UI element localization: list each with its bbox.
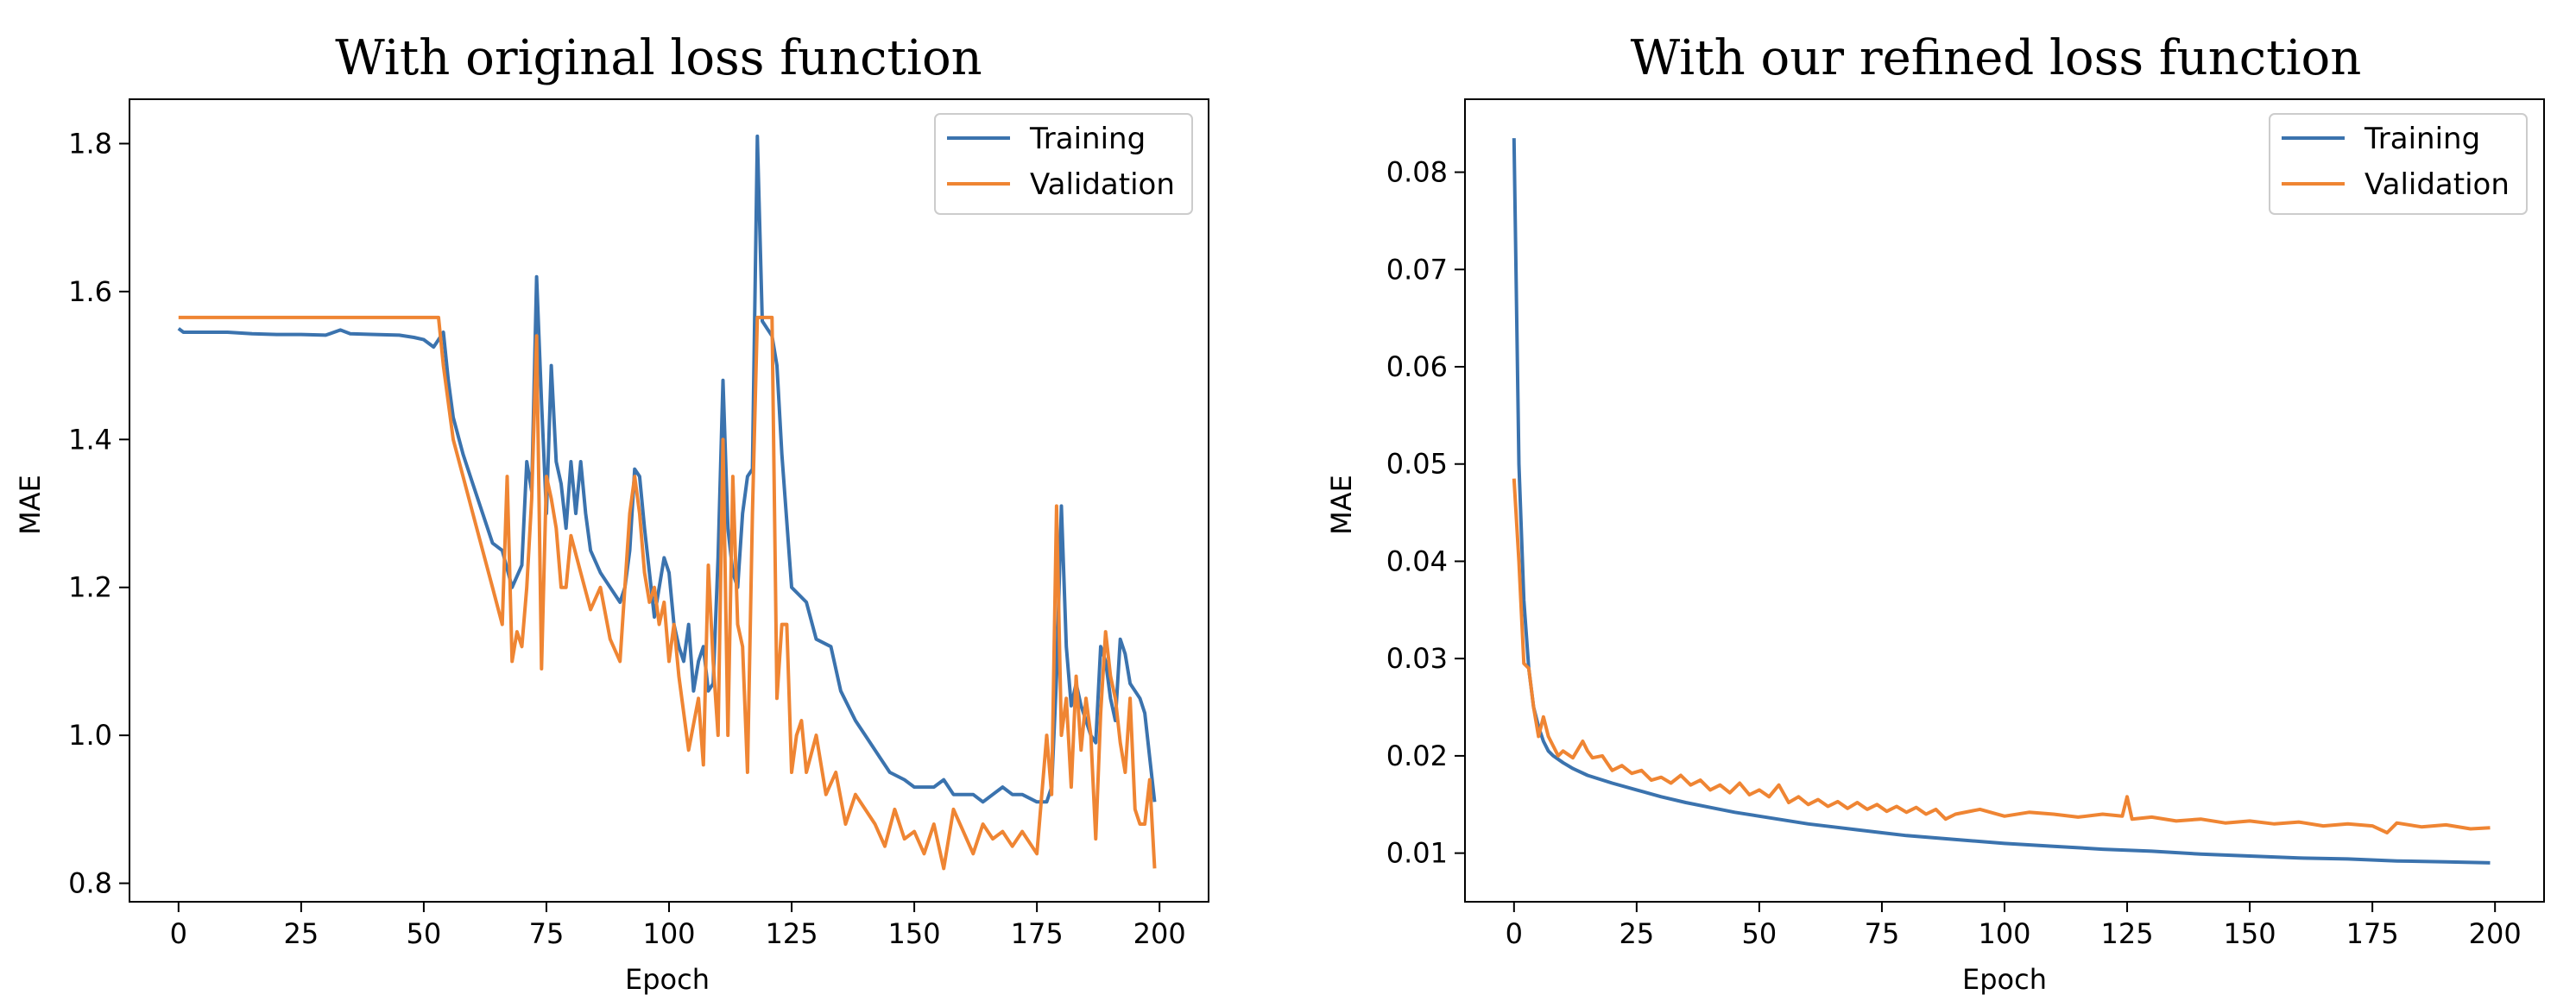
y-tick-label: 1.2 (68, 571, 112, 604)
chart-right-legend: Training Validation (2269, 113, 2528, 215)
chart-left-legend-training-label: Training (1029, 122, 1146, 156)
x-tick-label: 200 (2469, 917, 2522, 950)
y-tick-label: 0.08 (1386, 156, 1448, 189)
x-tick-label: 50 (407, 917, 442, 950)
x-tick-label: 175 (2346, 917, 2399, 950)
y-tick-label: 0.07 (1386, 253, 1448, 286)
chart-left-xlabel: Epoch (625, 963, 710, 996)
y-tick-label: 1.8 (68, 127, 112, 160)
y-tick-label: 1.0 (68, 719, 112, 752)
y-tick-label: 0.04 (1386, 545, 1448, 577)
chart-right-series-training (1512, 138, 2491, 865)
chart-left-legend-validation-label: Validation (1030, 167, 1175, 202)
chart-right-series-validation (1512, 478, 2491, 834)
y-tick-label: 0.05 (1386, 448, 1448, 481)
y-tick-label: 1.6 (68, 275, 112, 308)
x-tick-label: 25 (1619, 917, 1655, 950)
y-tick-label: 0.01 (1386, 837, 1448, 870)
x-tick-label: 75 (1865, 917, 1900, 950)
chart-left-series-validation (178, 315, 1157, 871)
y-tick-label: 0.03 (1386, 642, 1448, 675)
x-tick-label: 25 (284, 917, 319, 950)
chart-left-plot-area (129, 98, 1209, 903)
chart-left-ylabel: MAE (14, 475, 47, 535)
chart-left-title: With original loss function (335, 30, 982, 86)
chart-right-xlabel: Epoch (1962, 963, 2047, 996)
y-tick-label: 0.06 (1386, 350, 1448, 383)
x-tick-label: 125 (766, 917, 818, 950)
x-tick-label: 0 (170, 917, 187, 950)
chart-left-series-training (177, 134, 1157, 804)
chart-left-y-ticks: 0.8 1.0 1.2 1.4 1.6 1.8 (68, 127, 129, 900)
y-tick-label: 0.8 (68, 867, 112, 900)
chart-left-legend: Training Validation (934, 113, 1193, 215)
chart-right-legend-training-label: Training (2364, 122, 2480, 156)
y-tick-label: 0.02 (1386, 740, 1448, 772)
x-tick-label: 200 (1133, 917, 1186, 950)
y-tick-label: 1.4 (68, 423, 112, 456)
chart-right-ylabel: MAE (1325, 475, 1358, 535)
chart-right: With our refined loss function 0.010.020… (1325, 30, 2545, 996)
x-tick-label: 100 (1978, 917, 2030, 950)
chart-right-plot-area (1464, 98, 2545, 903)
x-tick-label: 50 (1742, 917, 1777, 950)
chart-right-title: With our refined loss function (1631, 30, 2362, 86)
x-tick-label: 100 (642, 917, 695, 950)
chart-right-x-ticks: 0 25 50 75 100 125 150 175 200 (1506, 902, 2522, 950)
x-tick-label: 150 (2224, 917, 2276, 950)
x-tick-label: 125 (2101, 917, 2154, 950)
chart-right-y-ticks: 0.01 0.02 0.03 0.04 0.05 0.06 0.07 0.08 (1386, 156, 1465, 870)
x-tick-label: 0 (1506, 917, 1523, 950)
chart-left: With original loss function 0.8 1.0 1.2 1.4… (14, 30, 1209, 996)
x-tick-label: 75 (529, 917, 565, 950)
x-tick-label: 150 (888, 917, 941, 950)
x-tick-label: 175 (1011, 917, 1064, 950)
chart-right-legend-validation-label: Validation (2364, 167, 2510, 202)
chart-left-x-ticks: 0 25 50 75 100 125 150 175 200 (170, 902, 1186, 950)
